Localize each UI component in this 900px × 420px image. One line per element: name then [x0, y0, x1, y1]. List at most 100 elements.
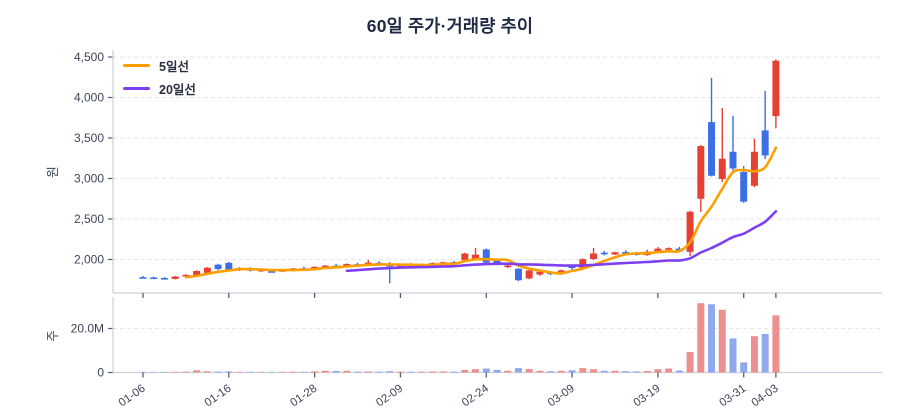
volume-bar: [525, 368, 533, 373]
volume-bar: [472, 369, 480, 373]
volume-bar: [429, 371, 437, 373]
chart-legend: 5일선 20일선: [123, 54, 196, 100]
volume-bar: [289, 371, 297, 373]
candle-body: [504, 265, 512, 268]
candle-body: [139, 277, 147, 279]
candle-body: [568, 266, 576, 269]
volume-bar: [750, 336, 758, 373]
volume-bar: [504, 370, 512, 373]
volume-bar: [536, 370, 544, 373]
candle-body: [514, 268, 522, 281]
volume-bar: [150, 371, 158, 373]
candle-body: [600, 252, 608, 255]
volume-bar: [171, 371, 179, 373]
volume-axis-unit: 주: [46, 330, 60, 342]
candle-body: [193, 271, 201, 277]
candle-body: [590, 253, 598, 260]
candle-body: [536, 271, 544, 275]
volume-bar: [278, 371, 286, 373]
date-label: 04-03: [750, 383, 781, 410]
volume-bar: [654, 369, 662, 373]
ma5-line: [184, 146, 778, 279]
volume-bar: [590, 369, 598, 373]
candle-body: [772, 60, 780, 117]
candle-body: [214, 264, 222, 270]
candle-body: [740, 172, 748, 202]
volume-bar: [482, 368, 490, 373]
candle-body: [311, 266, 319, 269]
volume-bar: [686, 352, 694, 373]
legend-item-ma5[interactable]: 5일선: [123, 54, 196, 77]
volume-bar: [568, 370, 576, 373]
price-tick-label: 2,000: [74, 253, 104, 267]
volume-bar: [718, 309, 726, 373]
legend-item-ma20[interactable]: 20일선: [123, 77, 196, 100]
ma20-line-swatch: [123, 87, 150, 90]
candle-body: [225, 262, 233, 270]
volume-bar: [364, 371, 372, 373]
candle-body: [493, 259, 501, 265]
volume-bar: [514, 368, 522, 373]
volume-bar: [439, 371, 447, 373]
date-label: 01-16: [203, 383, 234, 410]
chart-title: 60일 주가·거래량 추이: [366, 16, 534, 36]
volume-bar: [729, 338, 737, 373]
candle-body: [182, 274, 190, 277]
candle-body: [686, 211, 694, 252]
volume-bar: [450, 371, 458, 373]
volume-bar: [761, 334, 769, 373]
price-tick-label: 4,500: [74, 50, 104, 64]
volume-bar: [493, 369, 501, 373]
date-label: 02-09: [374, 383, 405, 410]
price-tick-label: 3,500: [74, 131, 104, 145]
volume-bar: [257, 371, 265, 373]
volume-bar: [708, 304, 716, 373]
candle-body: [718, 158, 726, 179]
volume-bar: [343, 370, 351, 373]
candle-body: [461, 253, 469, 261]
candle-body: [343, 264, 351, 267]
volume-bar: [740, 362, 748, 373]
volume-bar: [214, 371, 222, 373]
volume-bar: [268, 371, 276, 373]
volume-bar: [332, 370, 340, 373]
candle-body: [557, 270, 565, 274]
candle-body: [761, 130, 769, 156]
candle-body: [665, 248, 673, 250]
candle-body: [579, 259, 587, 268]
legend-label-ma20: 20일선: [159, 83, 196, 97]
ma5-line-swatch: [123, 64, 150, 67]
volume-bar: [182, 371, 190, 373]
candle-body: [750, 151, 758, 186]
date-label: 03-19: [632, 383, 663, 410]
price-tick-label: 3,000: [74, 172, 104, 186]
date-label: 03-09: [546, 383, 577, 410]
volume-bar: [547, 371, 555, 373]
date-label: 02-24: [460, 382, 491, 409]
date-label: 01-28: [288, 383, 319, 410]
candle-body: [203, 267, 211, 274]
price-axis-unit: 원: [46, 166, 60, 178]
volume-bar: [697, 303, 705, 373]
candle-body: [622, 252, 630, 254]
volume-bar: [579, 368, 587, 373]
volume-bar: [396, 371, 404, 373]
volume-tick-label: 0: [97, 366, 104, 380]
volume-bar: [203, 371, 211, 373]
candle-body: [171, 276, 179, 279]
volume-bar: [236, 371, 244, 373]
volume-bar: [225, 371, 233, 373]
volume-bar: [246, 371, 254, 373]
volume-bar: [386, 371, 394, 373]
volume-bar: [193, 370, 201, 373]
ma20-line: [345, 210, 778, 273]
candle-body: [472, 254, 480, 260]
date-label: 01-06: [117, 383, 148, 410]
volume-tick-label: 20.0M: [71, 322, 104, 336]
volume-bar: [354, 371, 362, 373]
volume-bar: [300, 371, 308, 373]
candle-body: [321, 265, 329, 268]
volume-bar: [611, 370, 619, 373]
